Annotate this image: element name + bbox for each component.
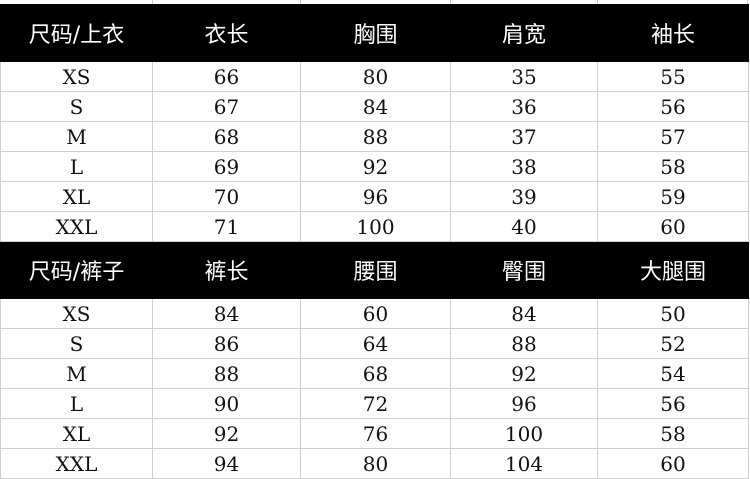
pants-table-row: M 88 68 92 54 — [0, 358, 749, 389]
table-cell: 76 — [300, 418, 451, 449]
tops-header-row: 尺码/上衣 衣长 胸围 肩宽 袖长 — [0, 4, 749, 62]
table-cell: 59 — [597, 181, 749, 212]
table-cell: 58 — [597, 151, 749, 182]
table-cell: XL — [0, 418, 153, 449]
table-cell: XL — [0, 181, 153, 212]
table-cell: 54 — [597, 358, 749, 389]
column-header: 胸围 — [300, 4, 451, 62]
table-cell: M — [0, 121, 153, 152]
table-cell: XS — [0, 298, 153, 329]
column-header: 肩宽 — [450, 4, 598, 62]
table-cell: 96 — [300, 181, 451, 212]
table-cell: 104 — [450, 448, 598, 479]
size-chart-table: 尺码/上衣 衣长 胸围 肩宽 袖长 XS 66 80 35 55 S 67 84 36 56 M 68 88 37 5… — [0, 4, 749, 479]
table-cell: 56 — [597, 91, 749, 122]
table-cell: 100 — [300, 211, 451, 242]
table-cell: 84 — [152, 298, 301, 329]
table-cell: 36 — [450, 91, 598, 122]
tops-table-row: S 67 84 36 56 — [0, 91, 749, 122]
table-cell: 84 — [450, 298, 598, 329]
table-cell: L — [0, 151, 153, 182]
table-cell: 70 — [152, 181, 301, 212]
table-cell: 84 — [300, 91, 451, 122]
column-header: 腰围 — [300, 241, 451, 299]
table-cell: 58 — [597, 418, 749, 449]
tops-table-row: L 69 92 38 58 — [0, 151, 749, 182]
table-cell: 92 — [450, 358, 598, 389]
table-cell: M — [0, 358, 153, 389]
table-cell: 71 — [152, 211, 301, 242]
table-cell: 69 — [152, 151, 301, 182]
table-cell: 60 — [597, 448, 749, 479]
table-cell: 88 — [450, 328, 598, 359]
table-cell: 100 — [450, 418, 598, 449]
table-cell: 80 — [300, 448, 451, 479]
table-cell: 57 — [597, 121, 749, 152]
table-cell: 88 — [300, 121, 451, 152]
table-cell: 38 — [450, 151, 598, 182]
table-cell: 92 — [300, 151, 451, 182]
table-cell: 67 — [152, 91, 301, 122]
tops-table-row: XS 66 80 35 55 — [0, 61, 749, 92]
table-cell: 66 — [152, 61, 301, 92]
tops-table-row: M 68 88 37 57 — [0, 121, 749, 152]
table-cell: 50 — [597, 298, 749, 329]
table-cell: 96 — [450, 388, 598, 419]
table-cell: 52 — [597, 328, 749, 359]
column-header: 裤长 — [152, 241, 301, 299]
pants-table-row: XL 92 76 100 58 — [0, 418, 749, 449]
column-header: 衣长 — [152, 4, 301, 62]
table-cell: 92 — [152, 418, 301, 449]
pants-table-row: S 86 64 88 52 — [0, 328, 749, 359]
table-cell: 55 — [597, 61, 749, 92]
table-cell: S — [0, 328, 153, 359]
table-cell: 90 — [152, 388, 301, 419]
column-header: 大腿围 — [597, 241, 749, 299]
table-cell: 80 — [300, 61, 451, 92]
pants-table-row: L 90 72 96 56 — [0, 388, 749, 419]
table-cell: 72 — [300, 388, 451, 419]
table-cell: 94 — [152, 448, 301, 479]
table-cell: S — [0, 91, 153, 122]
table-cell: 88 — [152, 358, 301, 389]
table-cell: 60 — [300, 298, 451, 329]
pants-table-row: XS 84 60 84 50 — [0, 298, 749, 329]
table-cell: 35 — [450, 61, 598, 92]
table-cell: 68 — [152, 121, 301, 152]
pants-header-row: 尺码/裤子 裤长 腰围 臀围 大腿围 — [0, 241, 749, 299]
table-cell: 40 — [450, 211, 598, 242]
tops-table-row: XXL 71 100 40 60 — [0, 211, 749, 242]
column-header: 袖长 — [597, 4, 749, 62]
table-cell: L — [0, 388, 153, 419]
table-cell: 39 — [450, 181, 598, 212]
table-cell: 56 — [597, 388, 749, 419]
table-cell: 37 — [450, 121, 598, 152]
tops-table-row: XL 70 96 39 59 — [0, 181, 749, 212]
table-cell: XXL — [0, 448, 153, 479]
column-header: 尺码/裤子 — [0, 241, 153, 299]
table-cell: 64 — [300, 328, 451, 359]
pants-table-row: XXL 94 80 104 60 — [0, 448, 749, 479]
table-cell: XXL — [0, 211, 153, 242]
table-cell: 86 — [152, 328, 301, 359]
table-cell: XS — [0, 61, 153, 92]
table-cell: 68 — [300, 358, 451, 389]
column-header: 臀围 — [450, 241, 598, 299]
column-header: 尺码/上衣 — [0, 4, 153, 62]
table-cell: 60 — [597, 211, 749, 242]
